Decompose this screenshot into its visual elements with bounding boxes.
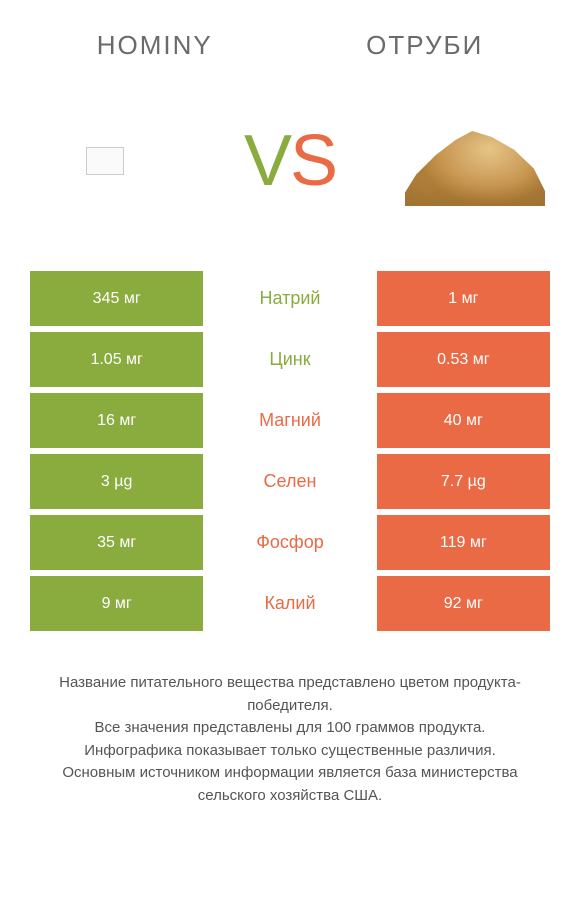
right-value: 119 мг <box>377 515 550 570</box>
bran-pile-icon <box>405 116 545 206</box>
left-value: 345 мг <box>30 271 203 326</box>
right-product-image <box>400 91 550 231</box>
footer-line: Все значения представлены для 100 граммо… <box>30 717 550 740</box>
footer-line: Название питательного вещества представл… <box>30 672 550 717</box>
right-value: 0.53 мг <box>377 332 550 387</box>
left-value: 3 µg <box>30 454 203 509</box>
table-row: 1.05 мгЦинк0.53 мг <box>30 332 550 387</box>
nutrient-name: Магний <box>203 393 376 448</box>
footer-line: Инфографика показывает только существенн… <box>30 740 550 763</box>
vs-label: VS <box>244 120 336 202</box>
header: HOMINY ОТРУБИ <box>0 0 580 71</box>
nutrient-name: Натрий <box>203 271 376 326</box>
left-value: 1.05 мг <box>30 332 203 387</box>
table-row: 3 µgСелен7.7 µg <box>30 454 550 509</box>
table-row: 9 мгКалий92 мг <box>30 576 550 631</box>
left-value: 35 мг <box>30 515 203 570</box>
vs-row: VS <box>0 71 580 271</box>
image-placeholder-icon <box>86 147 124 175</box>
footer-notes: Название питательного вещества представл… <box>0 637 580 807</box>
vs-s: S <box>290 121 336 201</box>
right-value: 40 мг <box>377 393 550 448</box>
right-value: 92 мг <box>377 576 550 631</box>
vs-v: V <box>244 121 290 201</box>
right-product-title: ОТРУБИ <box>366 30 483 61</box>
nutrient-name: Селен <box>203 454 376 509</box>
comparison-table: 345 мгНатрий1 мг 1.05 мгЦинк0.53 мг 16 мгМ… <box>0 271 580 631</box>
nutrient-name: Калий <box>203 576 376 631</box>
table-row: 16 мгМагний40 мг <box>30 393 550 448</box>
left-product-image <box>30 91 180 231</box>
nutrient-name: Фосфор <box>203 515 376 570</box>
nutrient-name: Цинк <box>203 332 376 387</box>
left-value: 9 мг <box>30 576 203 631</box>
right-value: 7.7 µg <box>377 454 550 509</box>
left-value: 16 мг <box>30 393 203 448</box>
footer-line: Основным источником информации является … <box>30 762 550 807</box>
table-row: 35 мгФосфор119 мг <box>30 515 550 570</box>
left-product-title: HOMINY <box>97 30 213 61</box>
table-row: 345 мгНатрий1 мг <box>30 271 550 326</box>
right-value: 1 мг <box>377 271 550 326</box>
